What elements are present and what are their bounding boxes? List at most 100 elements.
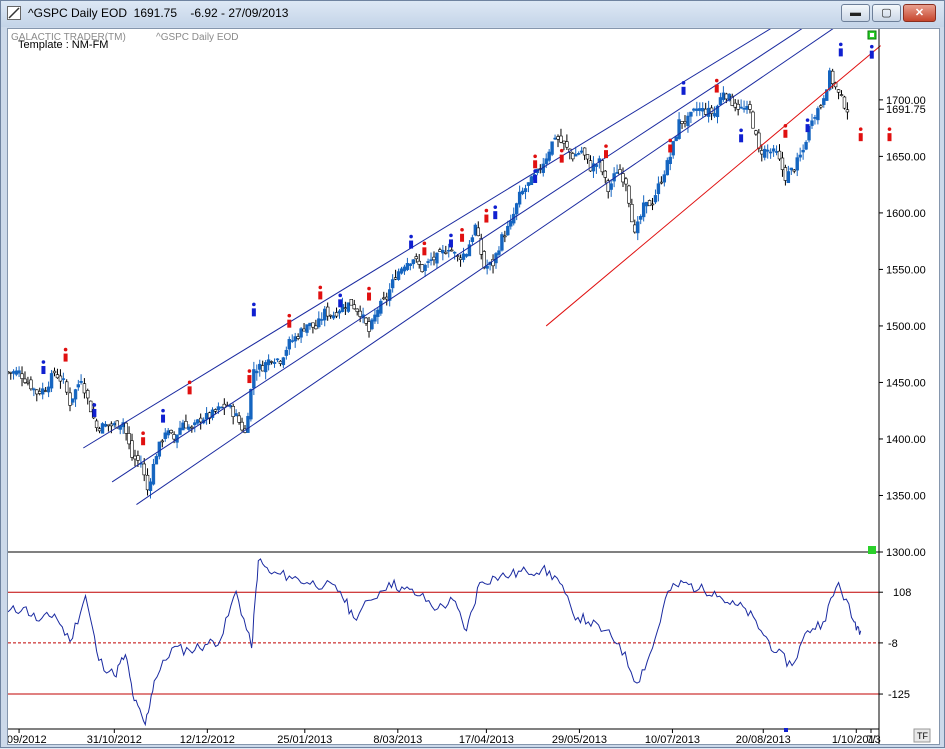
blue-signal-dot — [681, 81, 686, 85]
price-bar-body — [585, 154, 590, 160]
price-bar-body — [364, 317, 368, 324]
price-bar-body — [503, 235, 507, 238]
price-bar-body — [783, 167, 788, 181]
price-bar-body — [196, 419, 200, 424]
red-signal-dot — [887, 127, 892, 131]
price-bar-body — [804, 141, 808, 150]
price-bar-body — [382, 297, 386, 300]
price-bar-body — [639, 216, 643, 220]
price-bar-body — [100, 423, 105, 434]
price-bar-body — [246, 416, 250, 433]
maximize-button[interactable]: ▢ — [872, 4, 901, 22]
close-button[interactable]: ✕ — [903, 4, 936, 22]
price-bar-body — [190, 426, 194, 429]
red-signal-dot — [63, 347, 68, 352]
price-bar-body — [290, 340, 294, 342]
date-tick-label: 10/07/2013 — [645, 734, 700, 744]
chart-area[interactable]: 1300.00 1350.00 1400.00 1450.00 1500.00 1550.… — [0, 25, 940, 746]
price-bar-body — [390, 279, 395, 289]
price-bar-body — [591, 163, 596, 172]
price-bar-body — [387, 289, 392, 301]
price-bar-body — [64, 381, 69, 393]
price-bar-body — [736, 103, 740, 110]
price-bar-body — [839, 94, 844, 96]
price-bar-body — [482, 251, 486, 269]
price-bar-body — [662, 174, 667, 183]
date-cursor-marker[interactable] — [784, 728, 788, 732]
price-chart-svg[interactable]: 1300.00 1350.00 1400.00 1450.00 1500.00 1550.… — [0, 25, 939, 746]
price-bar-body — [305, 324, 309, 333]
price-bar-body — [432, 256, 436, 261]
price-bar-body — [420, 264, 424, 272]
price-bar-body — [94, 420, 99, 429]
red-signal-dot — [858, 127, 863, 131]
price-bar-body — [514, 203, 519, 215]
red-signal-dot — [287, 313, 292, 318]
price-bar-body — [20, 373, 24, 379]
price-bar-body — [269, 361, 274, 363]
price-bar-body — [763, 148, 767, 158]
red-signal-bar — [484, 214, 489, 223]
date-tick-label: 25/01/2013 — [277, 734, 332, 744]
price-bar-body — [659, 181, 664, 184]
maximize-icon: ▢ — [881, 7, 892, 19]
price-tick-label: 1350.00 — [886, 490, 926, 502]
price-bar-body — [219, 406, 224, 409]
price-bar-body — [789, 167, 794, 171]
blue-signal-bar — [409, 240, 414, 249]
price-bar-body — [151, 463, 156, 485]
red-signal-bar — [287, 319, 292, 328]
price-bar-body — [35, 389, 39, 395]
minimize-button[interactable]: ▬ — [841, 4, 870, 22]
price-bar-body — [565, 141, 569, 148]
product-label: GALACTIC TRADER(TM) — [11, 32, 126, 43]
tf-badge[interactable] — [913, 728, 931, 743]
blue-signal-bar — [161, 414, 166, 423]
price-bar-body — [556, 136, 560, 140]
price-bar-body — [258, 363, 262, 370]
price-bar-body — [79, 381, 83, 383]
price-bar-body — [46, 386, 51, 393]
template-label: Template : NM-FM — [18, 39, 108, 51]
price-bars — [6, 67, 850, 499]
price-bar-body — [768, 151, 773, 154]
title-bar[interactable]: ^GSPC Daily EOD 1691.75 -6.92 - 27/09/20… — [1, 1, 944, 27]
price-bar-body — [435, 252, 439, 264]
price-bar-body — [169, 429, 173, 434]
price-bar-body — [609, 183, 613, 190]
date-tick-label: 31/10/2012 — [87, 734, 142, 744]
price-bar-body — [349, 299, 353, 306]
price-bar-body — [234, 413, 238, 417]
red-signal-bar — [422, 247, 427, 256]
price-bar-body — [302, 328, 306, 332]
price-bar-body — [742, 108, 746, 110]
price-bar-body — [376, 309, 380, 317]
price-bar-body — [52, 370, 57, 374]
price-bar-body — [9, 372, 13, 374]
price-bar-body — [674, 136, 678, 142]
chart-app-icon[interactable] — [7, 6, 21, 20]
price-bar-body — [396, 271, 401, 280]
price-bar-body — [317, 318, 321, 328]
price-bar-body — [523, 188, 528, 192]
price-bar-body — [308, 322, 312, 327]
date-tick-label: 17/04/2013 — [459, 734, 514, 744]
series-label: ^GSPC Daily EOD — [156, 32, 239, 43]
price-bar-body — [157, 441, 162, 457]
red-signal-dot — [783, 123, 788, 128]
price-bar-body — [328, 314, 333, 317]
price-bar-body — [17, 370, 21, 374]
price-bar-body — [692, 108, 696, 111]
price-bar-body — [458, 257, 463, 260]
panel-green-marker[interactable] — [868, 546, 876, 554]
price-bar-body — [287, 339, 291, 350]
red-signal-bar — [533, 160, 538, 169]
price-bar-body — [526, 182, 531, 186]
price-bar-body — [633, 224, 637, 233]
channel-line-middle — [111, 25, 806, 483]
blue-signal-bar — [681, 86, 686, 95]
price-bar-body — [813, 117, 817, 119]
price-bar-body — [237, 415, 241, 423]
price-bar-body — [582, 147, 587, 156]
red-signal-bar — [141, 437, 146, 446]
